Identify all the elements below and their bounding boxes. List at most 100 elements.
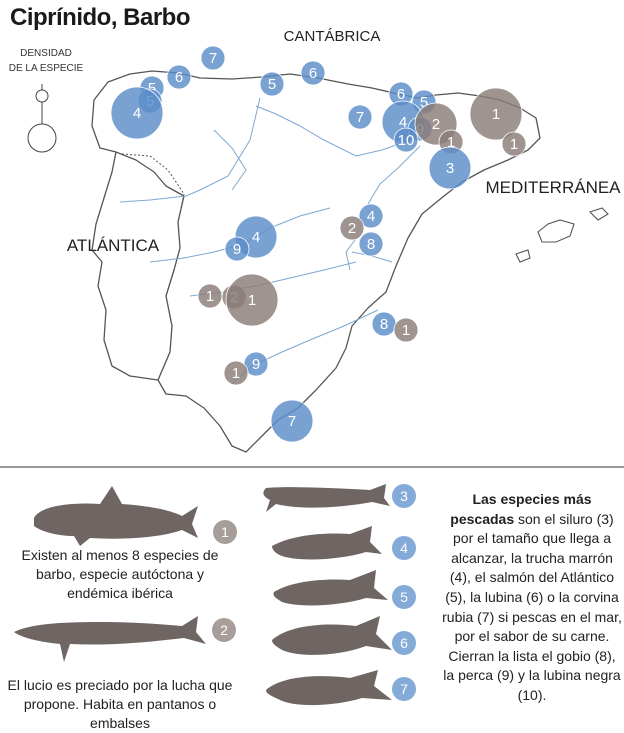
spain-outline	[91, 70, 541, 453]
portugal-coast	[91, 151, 159, 381]
hotspot-circle	[393, 317, 419, 343]
lucio-fish-icon	[14, 616, 206, 662]
hotspot-circle	[358, 203, 384, 229]
sea-label-atlantica: ATLÁNTICA	[67, 236, 160, 255]
hotspot-marker: 6	[388, 81, 414, 107]
hotspot-number: 4	[133, 105, 141, 122]
hotspot-marker: 1	[501, 131, 527, 157]
hotspot-number: 9	[252, 356, 260, 373]
hotspot-circle	[259, 71, 285, 97]
sea-label-cantabrica: CANTÁBRICA	[284, 28, 381, 45]
hotspot-marker: 4	[358, 203, 384, 229]
fish-badge-circle	[212, 618, 236, 642]
hotspot-number: 8	[380, 316, 388, 333]
hotspot-number: 5	[148, 80, 156, 97]
hotspot-number: 7	[356, 109, 364, 126]
hotspot-circle	[501, 131, 527, 157]
hotspot-circle	[223, 360, 249, 386]
hotspot-number: 7	[288, 413, 296, 430]
hotspot-circle	[224, 236, 250, 262]
fish-badge-circle	[392, 631, 416, 655]
fish-badge-number: 2	[220, 622, 228, 638]
fish-badge: 1	[213, 520, 237, 544]
barbo-caption-line: Existen al menos 8 especies de	[21, 547, 219, 563]
species-paragraph: Las especies más pescadas son el siluro …	[442, 490, 622, 706]
hotspot-number: 6	[397, 86, 405, 103]
hotspot-marker: 6	[166, 64, 192, 90]
hotspot-marker: 8	[371, 311, 397, 337]
hotspot-number: 6	[175, 69, 183, 86]
section-divider	[0, 466, 624, 468]
hotspot-number: 3	[446, 160, 454, 177]
fishing-map: CANTÁBRICA ATLÁNTICA MEDITERRÁNEA 765545…	[27, 28, 621, 453]
hotspot-circle	[428, 146, 472, 190]
hotspot-number: 1	[248, 292, 256, 309]
fish-badge-circle	[213, 520, 237, 544]
lucio-caption-line: El lucio es preciado por la lucha que	[7, 677, 233, 693]
hotspot-number: 1	[447, 134, 455, 151]
hotspot-number: 6	[309, 65, 317, 82]
hotspot-number: 9	[233, 241, 241, 258]
hotspot-marker: 7	[347, 104, 373, 130]
page-title: Ciprínido, Barbo	[10, 4, 191, 31]
hotspot-number: 1	[402, 322, 410, 339]
hotspot-marker: 1	[225, 273, 279, 327]
hotspot-circle	[469, 87, 523, 141]
fish-panel: 1 2 3 4 5 6 7	[14, 484, 416, 706]
fish-badge: 2	[212, 618, 236, 642]
sea-label-mediterranea: MEDITERRÁNEA	[485, 178, 621, 197]
hotspot-marker: 1	[393, 317, 419, 343]
density-legend	[27, 84, 57, 153]
siluro-fish-icon	[263, 484, 390, 512]
hotspot-layer: 76554567654921013114284912181917	[110, 45, 527, 443]
hotspot-number: 10	[398, 132, 415, 149]
hotspot-marker: 7	[200, 45, 226, 71]
lucio-caption: El lucio es preciado por la lucha que pr…	[0, 676, 240, 733]
hotspot-number: 4	[399, 114, 407, 131]
fish-badge-circle	[392, 677, 416, 701]
fish-badge-number: 7	[400, 681, 408, 697]
corvina-fish-icon	[266, 670, 392, 706]
hotspot-circle	[270, 399, 314, 443]
hotspot-circle	[200, 45, 226, 71]
hotspot-marker: 6	[300, 60, 326, 86]
species-paragraph-text: son el siluro (3) por el tamaño que lleg…	[442, 510, 622, 703]
hotspot-number: 5	[268, 76, 276, 93]
hotspot-number: 1	[206, 288, 214, 305]
barbo-caption-line: barbo, especie autóctona y	[35, 566, 205, 582]
hotspot-number: 1	[232, 365, 240, 382]
density-label-line-1: DENSIDAD	[20, 48, 72, 59]
hotspot-number: 1	[510, 136, 518, 153]
hotspot-marker: 4	[110, 86, 164, 140]
hotspot-marker: 1	[197, 283, 223, 309]
lucio-caption-line: embalses	[90, 715, 150, 731]
fish-badge-number: 1	[221, 524, 229, 540]
hotspot-marker: 3	[428, 146, 472, 190]
fish-badge-circle	[392, 536, 416, 560]
fish-badge: 7	[392, 677, 416, 701]
hotspot-circle	[358, 231, 384, 257]
balearic-islands	[515, 207, 609, 263]
hotspot-marker: 2	[339, 215, 365, 241]
hotspot-circle	[225, 273, 279, 327]
hotspot-marker: 7	[270, 399, 314, 443]
hotspot-marker: 10	[393, 127, 419, 153]
hotspot-marker: 5	[259, 71, 285, 97]
fish-badge-number: 3	[400, 488, 408, 504]
hotspot-circle	[339, 215, 365, 241]
hotspot-number: 8	[367, 236, 375, 253]
hotspot-marker: 8	[358, 231, 384, 257]
hotspot-circle	[347, 104, 373, 130]
hotspot-circle	[393, 127, 419, 153]
fish-badge-circle	[392, 585, 416, 609]
fish-badge: 5	[392, 585, 416, 609]
hotspot-number: 5	[420, 94, 428, 111]
fish-badge-circle	[392, 484, 416, 508]
barbo-fish-icon	[34, 486, 198, 546]
density-legend-label: DENSIDAD DE LA ESPECIE	[0, 46, 92, 76]
hotspot-circle	[166, 64, 192, 90]
hotspot-circle	[110, 86, 164, 140]
hotspot-number: 2	[432, 116, 440, 133]
fish-badge-number: 4	[400, 540, 408, 556]
hotspot-number: 4	[367, 208, 375, 225]
